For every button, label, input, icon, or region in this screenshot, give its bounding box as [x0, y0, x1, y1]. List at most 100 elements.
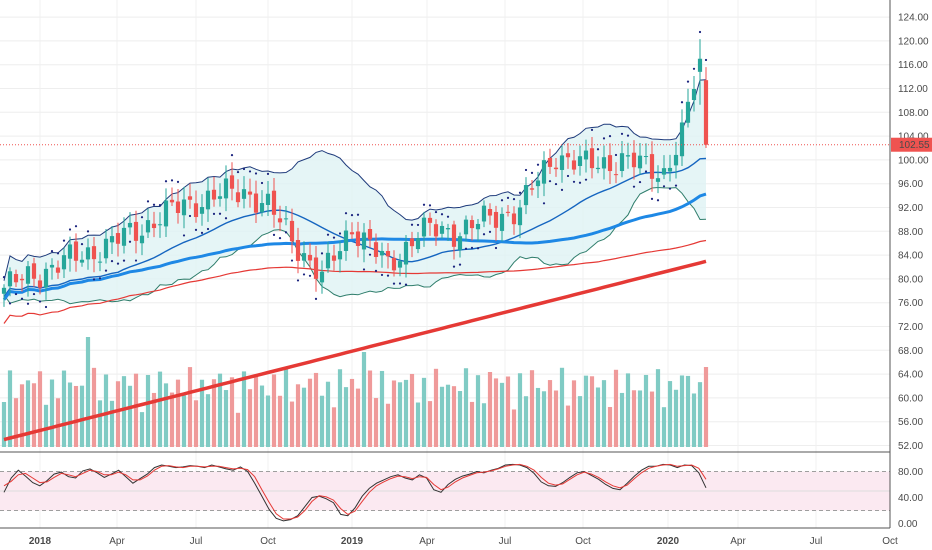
volume-bar — [85, 337, 91, 447]
sar-dot — [266, 172, 270, 175]
candle-body — [25, 266, 31, 284]
sar-dot — [68, 228, 72, 231]
candle-body — [259, 203, 265, 213]
sar-dot — [182, 234, 186, 237]
volume-bar — [193, 400, 199, 447]
sar-dot — [554, 182, 558, 186]
candle-body — [205, 190, 211, 210]
sar-dot — [98, 277, 102, 280]
sar-dot — [578, 181, 582, 184]
moving-averages — [2, 157, 707, 442]
volume-bar — [181, 395, 187, 447]
volume-bar — [481, 403, 487, 447]
volume-bar — [343, 387, 349, 447]
sar-dot — [344, 212, 348, 215]
sar-dot — [476, 247, 480, 250]
candle-body — [223, 178, 229, 199]
candle-body — [679, 122, 685, 157]
sar-dot — [440, 213, 444, 216]
volume-bar — [289, 401, 295, 447]
price-tick-label: 112.00 — [898, 84, 928, 95]
candle-body — [1, 287, 7, 294]
volume-bar — [337, 369, 343, 447]
bollinger-lower — [3, 186, 707, 305]
candle-body — [103, 238, 109, 259]
volume-bar — [187, 367, 193, 447]
candle-body — [385, 250, 391, 257]
volume-bar — [199, 379, 205, 447]
candle-body — [565, 153, 571, 158]
sar-dot — [134, 259, 138, 262]
sar-dot — [302, 273, 306, 276]
sar-dot — [530, 171, 534, 174]
volume-bar — [601, 380, 607, 447]
candle-body — [253, 193, 259, 213]
sar-dot — [584, 178, 588, 181]
volume-bar — [91, 367, 97, 447]
candle-body — [475, 223, 481, 230]
candle-body — [175, 201, 181, 213]
candle-body — [313, 257, 319, 279]
volume-bar — [457, 391, 463, 447]
sar-dot — [152, 203, 156, 206]
candle-body — [571, 160, 577, 170]
candle-body — [613, 174, 619, 176]
volume-bar — [625, 373, 631, 447]
sar-dot — [518, 191, 522, 194]
sar-dot — [194, 228, 198, 231]
volume-bar — [265, 395, 271, 447]
volume-bar — [235, 412, 241, 447]
sar-dot — [62, 239, 66, 242]
candle-body — [13, 274, 19, 283]
candle-body — [301, 253, 307, 261]
candle-body — [433, 224, 439, 237]
candle-body — [505, 211, 511, 213]
candle-body — [133, 221, 139, 241]
volume-bar — [307, 378, 313, 447]
volume-bar — [649, 391, 655, 447]
sar-dot — [422, 203, 426, 206]
price-tick-label: 120.00 — [898, 36, 929, 47]
candle-body — [553, 167, 559, 170]
volume-bar — [703, 367, 709, 447]
candle-body — [361, 232, 367, 250]
volume-bar — [445, 384, 451, 447]
candle-body — [601, 157, 607, 169]
volume-bar — [451, 386, 457, 447]
candle-body — [55, 267, 61, 273]
volume-bar — [133, 373, 139, 447]
volume-bar — [13, 398, 19, 447]
candle-body — [367, 229, 373, 240]
volume-bar — [691, 393, 697, 447]
candle-body — [145, 220, 151, 233]
sar-dot — [410, 223, 414, 226]
volume-bar — [583, 375, 589, 447]
volume-bar — [37, 371, 43, 447]
ma-100-line — [3, 239, 707, 324]
sar-dot — [542, 202, 546, 205]
parabolic-sar-dots — [2, 30, 708, 309]
volume-bar — [247, 389, 253, 447]
sar-dot — [296, 279, 300, 282]
volume-bar — [241, 371, 247, 447]
sar-dot — [104, 269, 108, 272]
candle-body — [439, 225, 445, 234]
volume-bar — [379, 370, 385, 447]
sar-dot — [248, 170, 252, 173]
sar-dot — [362, 268, 366, 271]
sar-dot — [206, 227, 210, 231]
candle-body — [583, 150, 589, 160]
candle-body — [187, 196, 193, 200]
candle-body — [535, 180, 541, 187]
candle-body — [427, 217, 433, 223]
sar-dot — [452, 265, 456, 268]
sar-dot — [128, 240, 132, 243]
volume-bar — [475, 375, 481, 447]
sar-dot — [602, 137, 606, 140]
bollinger-fill — [4, 79, 706, 304]
volume-bar — [469, 401, 475, 447]
stoch-tick-label: 0.00 — [898, 519, 918, 530]
candle-body — [7, 271, 13, 287]
